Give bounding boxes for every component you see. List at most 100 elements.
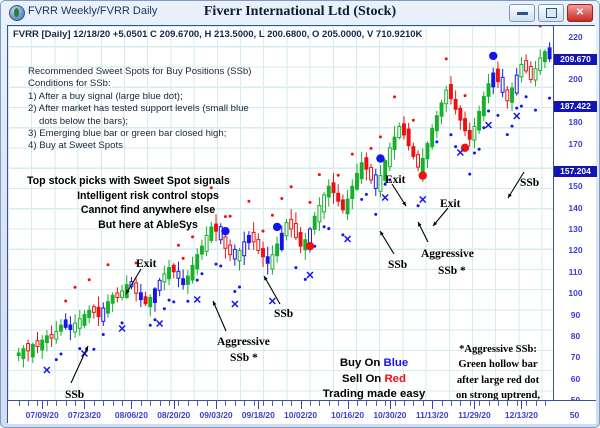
- svg-text:✕: ✕: [381, 192, 390, 204]
- sell-on-label: Sell On: [342, 372, 385, 385]
- date-tick-major: [347, 401, 349, 409]
- chart-label-ssb: SSb *: [230, 352, 258, 364]
- marketing-pitch-block: Top stock picks with Sweet Spot signals …: [23, 174, 273, 232]
- price-tick-220: 220: [568, 31, 583, 42]
- price-tick-180: 180: [568, 117, 583, 128]
- date-label-11/29/20: 11/29/20: [458, 410, 491, 420]
- date-tick-minor: [356, 401, 358, 406]
- chart-label-exit: Exit: [136, 258, 157, 270]
- date-axis[interactable]: 50 07/09/20 07/23/20 08/06/20 08/20/20 09/03…: [8, 400, 596, 424]
- chart-label-aggressive: Aggressive: [421, 248, 474, 260]
- plot-area[interactable]: FVRR [Daily] 12/18/20 +5.0501 C 209.6700…: [8, 26, 553, 400]
- date-tick-minor: [441, 401, 443, 406]
- date-tick-minor: [319, 401, 321, 406]
- price-tick-100: 100: [568, 288, 583, 299]
- svg-text:✕: ✕: [512, 111, 521, 123]
- chart-label-aggressive: Aggressive: [217, 336, 270, 348]
- price-tick-170: 170: [568, 138, 583, 149]
- date-label-12/13/20: 12/13/20: [504, 410, 538, 420]
- app-logo-icon: [9, 5, 25, 21]
- date-tick-major: [474, 401, 476, 409]
- date-tick-minor: [65, 401, 67, 406]
- minimize-button[interactable]: [509, 4, 535, 22]
- date-tick-minor: [479, 401, 481, 406]
- agg-note-line-4: on strong uptrend,: [455, 389, 541, 400]
- annotation-arrows: [70, 171, 525, 384]
- date-tick-minor: [516, 401, 518, 406]
- date-tick-minor: [422, 401, 424, 406]
- date-tick-minor: [338, 401, 340, 406]
- date-tick-minor: [169, 401, 171, 406]
- date-tick-minor: [37, 401, 39, 406]
- svg-text:✕: ✕: [343, 234, 352, 246]
- price-tick-80: 80: [570, 330, 581, 341]
- chart-label-ssb: SSb *: [438, 265, 466, 277]
- close-button[interactable]: ✕: [567, 4, 593, 22]
- chart-label-ssb: SSb: [520, 177, 540, 189]
- date-label-07/23/20: 07/23/20: [67, 410, 102, 420]
- chart-label-exit: Exit: [440, 198, 461, 210]
- date-tick-minor: [159, 401, 161, 406]
- ssb-condition-2: 2) After market has tested support level…: [28, 103, 249, 115]
- date-tick-minor: [225, 401, 227, 406]
- date-label-08/06/20: 08/06/20: [114, 410, 148, 420]
- price-tick-120: 120: [568, 245, 583, 256]
- date-tick-minor: [56, 401, 58, 406]
- price-axis[interactable]: 2202001801701501401301201101009080706050…: [553, 26, 597, 405]
- signal-dots: [54, 26, 552, 362]
- chart-label-ssb: SSb: [388, 259, 408, 271]
- date-tick-minor: [244, 401, 246, 406]
- date-tick-minor: [526, 401, 528, 406]
- maximize-button[interactable]: [538, 4, 564, 22]
- chart-label-ssb: SSb: [274, 308, 294, 320]
- price-tick-110: 110: [568, 266, 583, 277]
- date-tick-minor: [122, 401, 124, 406]
- date-tick-minor: [403, 401, 405, 406]
- date-tick-major: [173, 401, 175, 409]
- date-tick-minor: [535, 401, 537, 406]
- ssb-info-heading: Recommended Sweet Spots for Buy Position…: [28, 66, 252, 77]
- date-tick-minor: [544, 401, 546, 406]
- document-title: FVRR Weekly/FVRR Daily: [28, 5, 158, 17]
- tagline-trading: Trading made easy: [322, 388, 426, 400]
- date-tick-major: [216, 401, 218, 409]
- date-tick-minor: [272, 401, 274, 406]
- svg-text:✕: ✕: [42, 365, 51, 377]
- candlestick-bars: [16, 42, 552, 368]
- svg-text:✕: ✕: [268, 296, 277, 308]
- ssb-condition-2b: dots below the bars);: [39, 115, 129, 127]
- date-tick-minor: [103, 401, 105, 406]
- price-tick-60: 60: [570, 373, 581, 384]
- date-tick-minor: [385, 401, 387, 406]
- date-label-10/02/20: 10/02/20: [284, 410, 318, 420]
- svg-text:✕: ✕: [305, 270, 314, 282]
- agg-note-line-1: *Aggressive SSb:: [459, 344, 537, 355]
- date-tick-minor: [46, 401, 48, 406]
- date-label-11/13/20: 11/13/20: [415, 410, 449, 420]
- date-tick-minor: [291, 401, 293, 406]
- quote-line: FVRR [Daily] 12/18/20 +5.0501 C 209.6700…: [13, 29, 423, 40]
- date-label-09/03/20: 09/03/20: [199, 410, 233, 420]
- date-tick-minor: [253, 401, 255, 406]
- window-title: Fiverr International Ltd (Stock): [203, 4, 397, 19]
- pitch-line-3: Cannot find anywhere else: [80, 204, 216, 216]
- svg-text:✕: ✕: [230, 299, 239, 311]
- date-tick-minor: [469, 401, 471, 406]
- date-label-07/09/20: 07/09/20: [25, 410, 59, 420]
- price-series-overlay: ✕✕✕✕✕✕✕✕✕✕✕✕✕✕: [16, 26, 552, 384]
- chart-label-ssb: SSb: [65, 389, 85, 400]
- date-tick-minor: [150, 401, 152, 406]
- svg-text:✕: ✕: [418, 194, 427, 206]
- date-tick-minor: [75, 401, 77, 406]
- date-tick-minor: [28, 401, 30, 406]
- date-tick-major: [521, 401, 523, 409]
- date-label-08/20/20: 08/20/20: [157, 410, 191, 420]
- ssb-info-subheading: Conditions for SSb:: [28, 78, 111, 90]
- ssb-info-block: Recommended Sweet Spots for Buy Position…: [28, 66, 251, 153]
- date-tick-major: [42, 401, 44, 409]
- date-tick-minor: [93, 401, 95, 406]
- buy-on-label: Buy On: [339, 357, 384, 369]
- date-tick-minor: [413, 401, 415, 406]
- price-highlight-187.422: 187.422: [554, 101, 597, 113]
